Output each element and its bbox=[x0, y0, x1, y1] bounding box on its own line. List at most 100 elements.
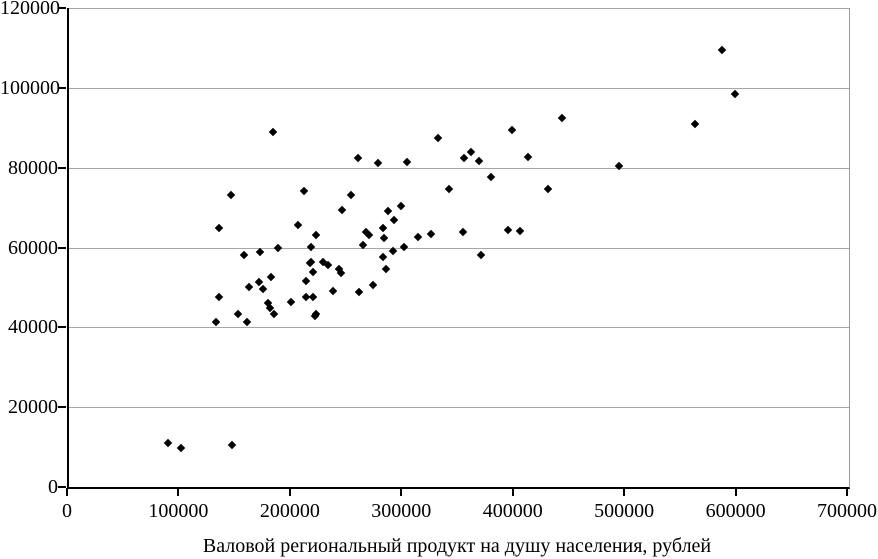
data-point bbox=[226, 190, 236, 199]
data-point bbox=[266, 273, 276, 282]
data-point bbox=[373, 158, 383, 167]
data-point bbox=[176, 443, 186, 453]
y-axis-tick bbox=[58, 326, 66, 329]
data-point bbox=[299, 186, 309, 195]
data-point bbox=[273, 244, 283, 253]
x-tick-label: 100000 bbox=[148, 500, 209, 522]
data-point bbox=[515, 226, 525, 235]
x-tick-label: 300000 bbox=[371, 500, 432, 522]
data-point bbox=[690, 119, 700, 128]
x-tick-label: 600000 bbox=[705, 500, 766, 522]
data-point bbox=[433, 133, 443, 142]
data-point bbox=[523, 152, 533, 161]
data-point bbox=[730, 89, 740, 99]
data-point bbox=[389, 215, 399, 224]
data-point bbox=[383, 206, 393, 215]
data-point bbox=[474, 156, 484, 165]
data-point bbox=[337, 205, 347, 214]
data-point bbox=[311, 230, 321, 239]
data-point bbox=[306, 242, 316, 251]
x-axis-tick bbox=[288, 488, 291, 496]
x-tick-label: 200000 bbox=[259, 500, 320, 522]
y-tick-label: 80000 bbox=[8, 156, 58, 179]
x-axis-tick bbox=[66, 488, 68, 496]
data-point bbox=[239, 251, 249, 260]
x-axis-tick bbox=[400, 488, 403, 496]
y-axis-tick bbox=[58, 166, 66, 169]
data-point bbox=[227, 440, 237, 450]
y-tick-label: 100000 bbox=[0, 76, 60, 99]
y-axis-tick bbox=[58, 86, 66, 89]
x-tick-label: 500000 bbox=[594, 500, 655, 522]
x-axis-tick bbox=[511, 488, 514, 496]
data-point bbox=[211, 318, 221, 327]
data-point bbox=[426, 229, 436, 238]
x-axis-title: Валовой региональный продукт на душу нас… bbox=[202, 535, 712, 557]
data-point bbox=[507, 125, 517, 134]
y-axis-tick bbox=[58, 7, 66, 9]
y-axis-tick bbox=[58, 246, 66, 249]
data-point bbox=[244, 283, 254, 292]
data-point bbox=[268, 127, 278, 136]
data-point bbox=[402, 157, 412, 166]
data-point bbox=[444, 184, 454, 193]
x-tick-label: 400000 bbox=[482, 500, 543, 522]
data-point bbox=[346, 190, 356, 199]
gridline-y-120000 bbox=[69, 8, 849, 9]
data-point bbox=[378, 223, 388, 232]
data-point bbox=[308, 268, 318, 277]
data-point bbox=[368, 281, 378, 290]
data-point bbox=[258, 285, 268, 294]
data-point bbox=[255, 248, 265, 257]
gridline-y-60000 bbox=[69, 247, 849, 249]
gridline-y-20000 bbox=[69, 407, 849, 409]
data-point bbox=[381, 265, 391, 274]
gridline-y-80000 bbox=[69, 167, 849, 169]
plot-area bbox=[67, 8, 850, 489]
data-point bbox=[396, 201, 406, 210]
data-point bbox=[543, 184, 553, 193]
data-point bbox=[378, 253, 388, 262]
data-point bbox=[557, 113, 567, 123]
data-point bbox=[458, 227, 468, 236]
y-tick-label: 120000 bbox=[0, 0, 60, 19]
data-point bbox=[308, 293, 318, 302]
data-point bbox=[388, 247, 398, 256]
x-axis-tick bbox=[846, 488, 848, 496]
data-point bbox=[413, 232, 423, 241]
data-point bbox=[214, 293, 224, 302]
gridline-y-40000 bbox=[69, 327, 849, 329]
gridline-y-100000 bbox=[69, 87, 849, 89]
data-point bbox=[293, 220, 303, 229]
data-point bbox=[459, 153, 469, 162]
y-tick-label: 40000 bbox=[8, 316, 58, 339]
data-point bbox=[379, 233, 389, 242]
data-point bbox=[323, 261, 333, 270]
y-tick-label: 20000 bbox=[8, 396, 58, 419]
data-point bbox=[233, 310, 243, 319]
data-point bbox=[486, 172, 496, 181]
y-axis-tick bbox=[58, 406, 66, 409]
data-point bbox=[399, 242, 409, 251]
x-axis-tick bbox=[177, 488, 180, 496]
data-point bbox=[286, 298, 296, 307]
data-point bbox=[353, 153, 363, 162]
data-point bbox=[717, 45, 727, 55]
data-point bbox=[163, 438, 173, 448]
data-point bbox=[354, 288, 364, 297]
data-point bbox=[476, 251, 486, 260]
data-point bbox=[242, 318, 252, 327]
data-point bbox=[503, 225, 513, 234]
x-tick-label: 0 bbox=[62, 500, 72, 522]
data-point bbox=[301, 277, 311, 286]
data-point bbox=[214, 223, 224, 232]
y-tick-label: 60000 bbox=[8, 236, 58, 259]
data-point bbox=[336, 269, 346, 278]
y-tick-label: 0 bbox=[48, 476, 58, 498]
data-point bbox=[466, 147, 476, 156]
data-point bbox=[328, 287, 338, 296]
x-axis-tick bbox=[623, 488, 626, 496]
y-axis-tick bbox=[58, 486, 66, 488]
x-tick-label: 700000 bbox=[817, 500, 877, 522]
